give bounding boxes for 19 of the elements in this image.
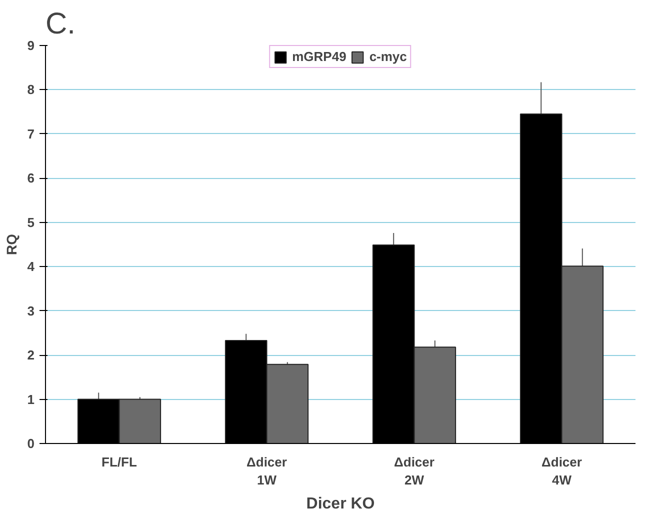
- y-tick-label: 3: [27, 303, 35, 318]
- y-tick-label: 6: [27, 170, 35, 186]
- y-tick-label: 1: [27, 392, 35, 407]
- x-tick-label: Δdicer 2W: [394, 454, 434, 488]
- x-tick-label: Δdicer 4W: [542, 454, 582, 488]
- y-tick-label: 7: [27, 126, 35, 142]
- x-axis-title: Dicer KO: [306, 496, 375, 512]
- legend-label: mGRP49: [292, 49, 346, 64]
- y-tick-label: 2: [27, 348, 35, 363]
- y-tick-label: 4: [27, 259, 36, 274]
- x-tick-label: FL/FL: [102, 454, 137, 470]
- y-tick-label: 0: [27, 436, 35, 451]
- y-tick-label: 9: [27, 38, 35, 53]
- y-axis-title: RQ: [3, 234, 20, 255]
- y-tick-label: 8: [27, 82, 35, 98]
- text: C.: [46, 8, 76, 40]
- legend-label: c-myc: [369, 49, 407, 64]
- x-tick-label: Δdicer 1W: [246, 454, 287, 488]
- y-tick-label: 5: [27, 214, 35, 230]
